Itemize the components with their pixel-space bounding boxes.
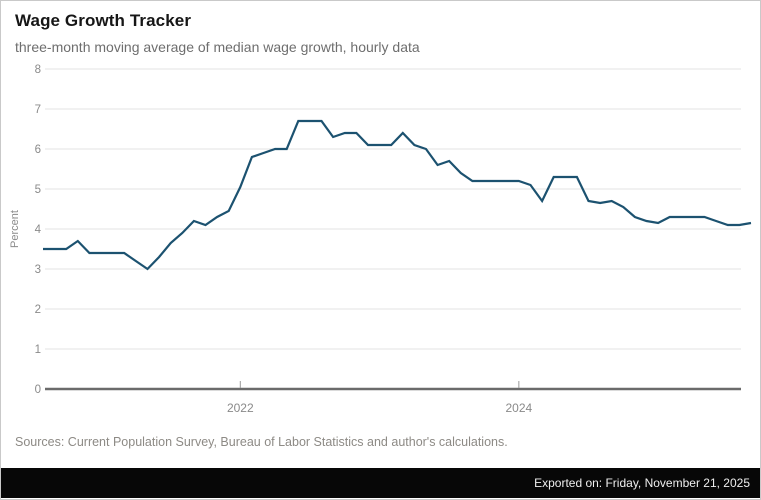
chart-header: Wage Growth Tracker three-month moving a… <box>15 9 746 56</box>
y-tick-label: 3 <box>35 264 41 276</box>
y-tick-label: 2 <box>35 304 41 316</box>
y-tick-label: 8 <box>35 64 41 76</box>
y-axis-title: Percent <box>9 210 21 248</box>
export-timestamp: Exported on: Friday, November 21, 2025 <box>534 476 750 490</box>
chart-title: Wage Growth Tracker <box>15 11 192 30</box>
x-tick-label: 2022 <box>227 401 254 415</box>
wage-line-chart: 0 1 2 3 4 5 6 7 8 2022 2024 Percent <box>9 64 752 415</box>
y-tick-label: 4 <box>35 224 42 236</box>
export-bar: Exported on: Friday, November 21, 2025 <box>1 468 760 498</box>
y-tick-label: 7 <box>35 104 41 116</box>
wage-growth-line <box>43 119 752 271</box>
y-tick-label: 5 <box>35 184 41 196</box>
y-tick-label: 0 <box>35 384 41 396</box>
source-note: Sources: Current Population Survey, Bure… <box>15 435 508 449</box>
x-tick-label: 2024 <box>505 401 532 415</box>
chart-subtitle: three-month moving average of median wag… <box>15 39 420 55</box>
y-tick-label: 6 <box>35 144 41 156</box>
y-tick-label: 1 <box>35 344 41 356</box>
